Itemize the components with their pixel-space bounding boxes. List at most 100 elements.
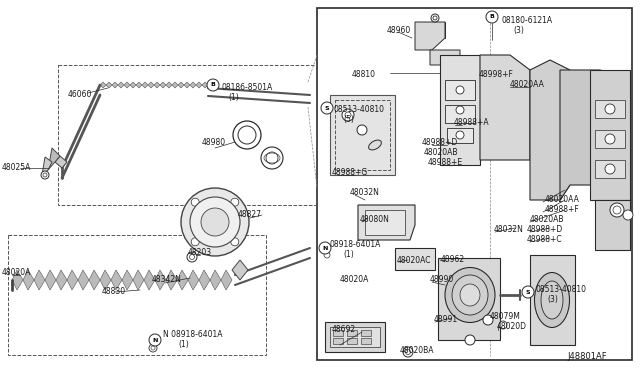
Polygon shape bbox=[106, 82, 112, 88]
Text: 48020AC: 48020AC bbox=[397, 256, 431, 265]
Text: 48020A: 48020A bbox=[2, 268, 31, 277]
Polygon shape bbox=[232, 260, 248, 280]
Bar bbox=[333, 330, 343, 336]
Circle shape bbox=[319, 242, 331, 254]
Text: 48990: 48990 bbox=[430, 275, 454, 284]
Text: B: B bbox=[211, 83, 216, 87]
Text: 48032N: 48032N bbox=[350, 188, 380, 197]
Ellipse shape bbox=[534, 273, 570, 327]
Polygon shape bbox=[440, 55, 480, 165]
Circle shape bbox=[324, 252, 330, 258]
Text: B: B bbox=[490, 15, 495, 19]
Polygon shape bbox=[530, 60, 570, 200]
Circle shape bbox=[238, 126, 256, 144]
Circle shape bbox=[151, 346, 155, 350]
Text: 48988+D: 48988+D bbox=[422, 138, 458, 147]
Text: 08180-6121A: 08180-6121A bbox=[501, 16, 552, 25]
Polygon shape bbox=[438, 258, 500, 340]
Bar bbox=[317, 8, 632, 360]
Text: (1): (1) bbox=[178, 340, 189, 349]
Circle shape bbox=[357, 125, 367, 135]
Polygon shape bbox=[530, 255, 575, 345]
Polygon shape bbox=[199, 270, 210, 290]
Polygon shape bbox=[67, 270, 78, 290]
Circle shape bbox=[207, 79, 219, 91]
Text: 08918-6401A: 08918-6401A bbox=[330, 240, 381, 249]
Text: 48020AA: 48020AA bbox=[510, 80, 545, 89]
Polygon shape bbox=[595, 200, 630, 250]
Circle shape bbox=[191, 198, 199, 206]
Text: (5): (5) bbox=[343, 115, 354, 124]
Circle shape bbox=[613, 206, 621, 214]
Circle shape bbox=[233, 121, 261, 149]
Text: 48020D: 48020D bbox=[497, 322, 527, 331]
Polygon shape bbox=[56, 270, 67, 290]
Polygon shape bbox=[45, 270, 56, 290]
Polygon shape bbox=[480, 55, 530, 160]
Ellipse shape bbox=[445, 267, 495, 323]
Polygon shape bbox=[55, 156, 67, 168]
Bar bbox=[58, 65, 316, 205]
Circle shape bbox=[403, 347, 413, 357]
Bar bbox=[447, 128, 473, 143]
Polygon shape bbox=[166, 82, 172, 88]
Text: 48342N: 48342N bbox=[152, 275, 182, 284]
Bar bbox=[595, 160, 625, 178]
Polygon shape bbox=[155, 270, 166, 290]
Text: 48960: 48960 bbox=[387, 26, 412, 35]
Polygon shape bbox=[325, 322, 385, 352]
Ellipse shape bbox=[181, 188, 249, 256]
Circle shape bbox=[456, 131, 464, 139]
Polygon shape bbox=[177, 270, 188, 290]
Bar bbox=[361, 338, 371, 344]
Bar bbox=[347, 338, 357, 344]
Bar bbox=[445, 105, 475, 123]
Text: 08513-40810: 08513-40810 bbox=[333, 105, 384, 114]
Circle shape bbox=[342, 109, 354, 121]
Text: 48080N: 48080N bbox=[360, 215, 390, 224]
Circle shape bbox=[149, 344, 157, 352]
Bar bbox=[330, 327, 380, 347]
Polygon shape bbox=[122, 270, 133, 290]
Bar bbox=[595, 130, 625, 148]
Circle shape bbox=[605, 134, 615, 144]
Text: 48988+G: 48988+G bbox=[332, 168, 368, 177]
Circle shape bbox=[623, 210, 633, 220]
Bar bbox=[335, 100, 390, 170]
Circle shape bbox=[266, 152, 278, 164]
Text: 48827: 48827 bbox=[238, 210, 262, 219]
Circle shape bbox=[431, 14, 439, 22]
Polygon shape bbox=[42, 157, 52, 175]
Circle shape bbox=[189, 254, 195, 260]
Polygon shape bbox=[89, 270, 100, 290]
Polygon shape bbox=[415, 22, 445, 50]
Polygon shape bbox=[34, 270, 45, 290]
Polygon shape bbox=[196, 82, 202, 88]
Polygon shape bbox=[23, 270, 34, 290]
Text: (3): (3) bbox=[547, 295, 558, 304]
Text: (1): (1) bbox=[343, 250, 354, 259]
Circle shape bbox=[433, 16, 437, 20]
Polygon shape bbox=[395, 248, 435, 270]
Text: 48830: 48830 bbox=[102, 287, 126, 296]
Polygon shape bbox=[118, 82, 124, 88]
Text: 48988+E: 48988+E bbox=[428, 158, 463, 167]
Circle shape bbox=[605, 104, 615, 114]
Polygon shape bbox=[221, 270, 232, 290]
Text: 48079M: 48079M bbox=[490, 312, 521, 321]
Bar bbox=[361, 330, 371, 336]
Polygon shape bbox=[188, 270, 199, 290]
Polygon shape bbox=[166, 270, 177, 290]
Polygon shape bbox=[178, 82, 184, 88]
Text: 48032N: 48032N bbox=[494, 225, 524, 234]
Ellipse shape bbox=[190, 197, 240, 247]
Polygon shape bbox=[154, 82, 160, 88]
Text: 48988+A: 48988+A bbox=[454, 118, 490, 127]
Polygon shape bbox=[148, 82, 154, 88]
Polygon shape bbox=[190, 82, 196, 88]
Circle shape bbox=[456, 106, 464, 114]
Text: 48692: 48692 bbox=[332, 325, 356, 334]
Circle shape bbox=[321, 102, 333, 114]
Circle shape bbox=[456, 86, 464, 94]
Text: N 08918-6401A: N 08918-6401A bbox=[163, 330, 223, 339]
